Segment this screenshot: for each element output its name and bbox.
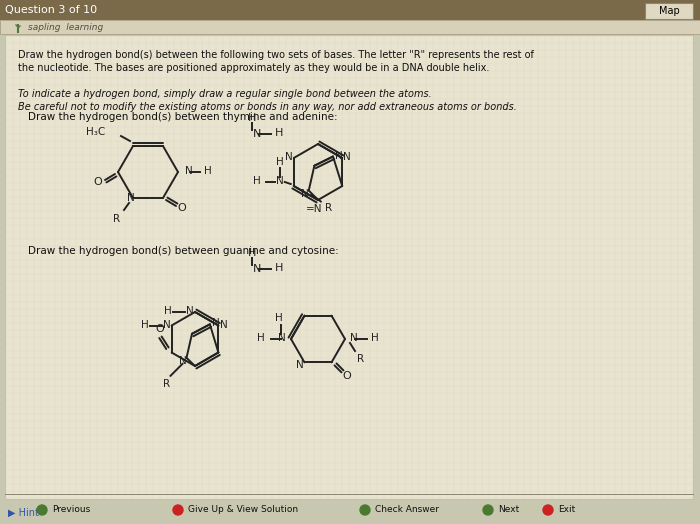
Text: H: H — [257, 333, 265, 343]
Text: Exit: Exit — [558, 506, 575, 515]
Text: sapling  learning: sapling learning — [28, 23, 104, 31]
Text: H: H — [275, 313, 283, 323]
Text: Question 3 of 10: Question 3 of 10 — [5, 5, 97, 15]
Text: N: N — [344, 152, 351, 162]
Text: the nucleotide. The bases are positioned approximately as they would be in a DNA: the nucleotide. The bases are positioned… — [18, 63, 489, 73]
Text: H: H — [141, 320, 148, 330]
Text: Draw the hydrogen bond(s) between guanine and cytosine:: Draw the hydrogen bond(s) between guanin… — [28, 246, 339, 256]
Text: R: R — [326, 202, 332, 213]
Circle shape — [37, 505, 47, 515]
Text: Draw the hydrogen bond(s) between thymine and adenine:: Draw the hydrogen bond(s) between thymin… — [28, 112, 337, 122]
Circle shape — [360, 505, 370, 515]
Text: Check Answer: Check Answer — [375, 506, 439, 515]
Text: H: H — [371, 333, 379, 343]
Text: H: H — [276, 157, 284, 167]
Text: N: N — [335, 150, 343, 160]
Circle shape — [543, 505, 553, 515]
Text: O: O — [155, 324, 164, 334]
Text: Previous: Previous — [52, 506, 90, 515]
FancyBboxPatch shape — [0, 0, 700, 20]
Text: N: N — [285, 152, 293, 162]
Text: H: H — [164, 306, 172, 316]
Text: N: N — [220, 320, 228, 330]
Text: N: N — [253, 129, 261, 139]
Text: H₃C: H₃C — [85, 127, 105, 137]
Text: N: N — [253, 264, 261, 274]
FancyBboxPatch shape — [0, 20, 700, 34]
Text: N: N — [212, 318, 220, 329]
Text: R: R — [358, 354, 365, 364]
Text: H: H — [253, 176, 260, 186]
Text: H: H — [248, 248, 256, 258]
Text: O: O — [178, 203, 186, 213]
Text: Be careful not to modify the existing atoms or bonds in any way, nor add extrane: Be careful not to modify the existing at… — [18, 102, 517, 112]
Text: To indicate a hydrogen bond, simply draw a regular single bond between the atoms: To indicate a hydrogen bond, simply draw… — [18, 89, 432, 99]
Text: N: N — [350, 333, 358, 343]
Text: Map: Map — [659, 6, 680, 16]
Text: Give Up & View Solution: Give Up & View Solution — [188, 506, 298, 515]
Text: N: N — [301, 189, 309, 199]
Text: R: R — [163, 379, 170, 389]
Text: N: N — [178, 356, 186, 366]
Text: N: N — [185, 166, 193, 176]
Text: H: H — [204, 166, 211, 176]
Text: N: N — [186, 306, 194, 316]
Text: =N: =N — [306, 204, 322, 214]
Text: ▶ Hint: ▶ Hint — [8, 508, 39, 518]
Text: O: O — [342, 372, 351, 381]
Text: H: H — [248, 113, 256, 123]
Text: Next: Next — [498, 506, 519, 515]
Text: N: N — [127, 193, 135, 203]
Text: O: O — [94, 177, 102, 187]
Circle shape — [173, 505, 183, 515]
FancyBboxPatch shape — [5, 35, 693, 499]
Text: H: H — [275, 128, 284, 138]
FancyBboxPatch shape — [645, 3, 693, 19]
Text: N: N — [295, 361, 303, 370]
Text: N: N — [162, 320, 171, 330]
Text: N: N — [276, 176, 284, 186]
Text: R: R — [113, 214, 120, 224]
Text: N: N — [279, 333, 286, 343]
Text: H: H — [275, 263, 284, 273]
Text: Draw the hydrogen bond(s) between the following two sets of bases. The letter "R: Draw the hydrogen bond(s) between the fo… — [18, 50, 534, 60]
Circle shape — [483, 505, 493, 515]
